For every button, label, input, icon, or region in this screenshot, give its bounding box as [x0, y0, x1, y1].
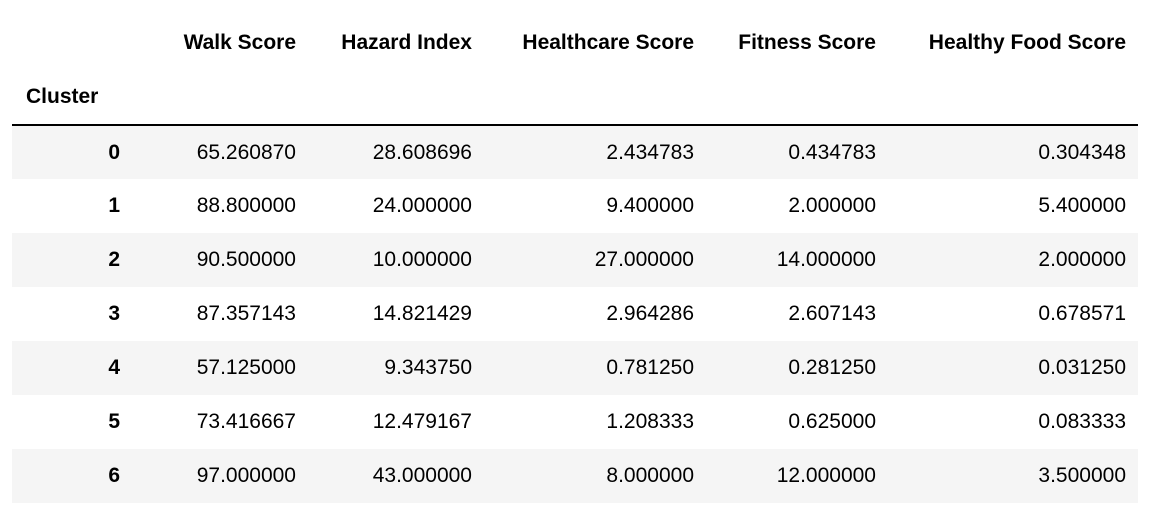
- table-row: 5 73.416667 12.479167 1.208333 0.625000 …: [12, 395, 1138, 449]
- table-body: 0 65.260870 28.608696 2.434783 0.434783 …: [12, 125, 1138, 503]
- cell-healthy-food-score: 5.400000: [1038, 194, 1126, 217]
- column-header-healthy-food-score: Healthy Food Score: [928, 31, 1126, 54]
- cell-walk-score: 57.125000: [196, 356, 296, 379]
- column-header-fitness-score: Fitness Score: [738, 31, 876, 54]
- row-index: 6: [108, 464, 120, 487]
- cell-hazard-index: 12.479167: [372, 410, 472, 433]
- index-name-filler: [706, 70, 888, 125]
- cell-hazard-index: 43.000000: [372, 464, 472, 487]
- table-row: 2 90.500000 10.000000 27.000000 14.00000…: [12, 233, 1138, 287]
- cell-healthcare-score: 0.781250: [606, 356, 694, 379]
- cell-fitness-score: 0.281250: [788, 356, 876, 379]
- cell-hazard-index: 14.821429: [372, 302, 472, 325]
- table-row: 1 88.800000 24.000000 9.400000 2.000000 …: [12, 179, 1138, 233]
- index-name-filler: [132, 70, 308, 125]
- row-index: 3: [108, 302, 120, 325]
- cell-healthcare-score: 2.434783: [606, 140, 694, 164]
- cell-hazard-index: 28.608696: [372, 140, 472, 164]
- row-index: 4: [108, 356, 120, 379]
- cell-hazard-index: 10.000000: [372, 248, 472, 271]
- cell-walk-score: 73.416667: [196, 410, 296, 433]
- column-header-row: Walk Score Hazard Index Healthcare Score…: [12, 16, 1138, 70]
- table-row: 6 97.000000 43.000000 8.000000 12.000000…: [12, 449, 1138, 503]
- index-name-filler: [888, 70, 1138, 125]
- cell-healthcare-score: 2.964286: [606, 302, 694, 325]
- table-row: 3 87.357143 14.821429 2.964286 2.607143 …: [12, 287, 1138, 341]
- cell-walk-score: 88.800000: [196, 194, 296, 217]
- cell-fitness-score: 14.000000: [776, 248, 876, 271]
- cell-fitness-score: 2.000000: [788, 194, 876, 217]
- cell-fitness-score: 0.625000: [788, 410, 876, 433]
- row-index: 0: [108, 140, 120, 164]
- cell-healthcare-score: 1.208333: [606, 410, 694, 433]
- index-name-label: Cluster: [26, 85, 99, 108]
- cell-hazard-index: 24.000000: [372, 194, 472, 217]
- column-header-hazard-index: Hazard Index: [341, 31, 472, 54]
- index-name-row: Cluster: [12, 70, 1138, 125]
- cell-fitness-score: 12.000000: [776, 464, 876, 487]
- cell-healthy-food-score: 2.000000: [1038, 248, 1126, 271]
- cell-walk-score: 87.357143: [196, 302, 296, 325]
- cell-healthcare-score: 27.000000: [594, 248, 694, 271]
- column-header-healthcare-score: Healthcare Score: [522, 31, 694, 54]
- table-row: 4 57.125000 9.343750 0.781250 0.281250 0…: [12, 341, 1138, 395]
- cell-walk-score: 97.000000: [196, 464, 296, 487]
- cell-healthcare-score: 9.400000: [606, 194, 694, 217]
- cell-healthy-food-score: 0.031250: [1038, 356, 1126, 379]
- cluster-summary-table: Walk Score Hazard Index Healthcare Score…: [12, 16, 1138, 503]
- index-name-filler: [484, 70, 706, 125]
- row-index: 5: [108, 410, 120, 433]
- cell-healthy-food-score: 0.083333: [1038, 410, 1126, 433]
- row-index: 2: [108, 248, 120, 271]
- table-row: 0 65.260870 28.608696 2.434783 0.434783 …: [12, 125, 1138, 179]
- cell-walk-score: 65.260870: [196, 140, 296, 164]
- cell-healthy-food-score: 3.500000: [1038, 464, 1126, 487]
- cell-healthy-food-score: 0.678571: [1038, 302, 1126, 325]
- table-header: Walk Score Hazard Index Healthcare Score…: [12, 16, 1138, 125]
- cell-walk-score: 90.500000: [196, 248, 296, 271]
- column-header-walk-score: Walk Score: [183, 31, 296, 54]
- cell-healthcare-score: 8.000000: [606, 464, 694, 487]
- cell-fitness-score: 0.434783: [788, 140, 876, 164]
- index-corner-cell: [12, 16, 132, 70]
- cell-healthy-food-score: 0.304348: [1038, 140, 1126, 164]
- cell-fitness-score: 2.607143: [788, 302, 876, 325]
- index-name-filler: [308, 70, 484, 125]
- row-index: 1: [108, 194, 120, 217]
- cell-hazard-index: 9.343750: [384, 356, 472, 379]
